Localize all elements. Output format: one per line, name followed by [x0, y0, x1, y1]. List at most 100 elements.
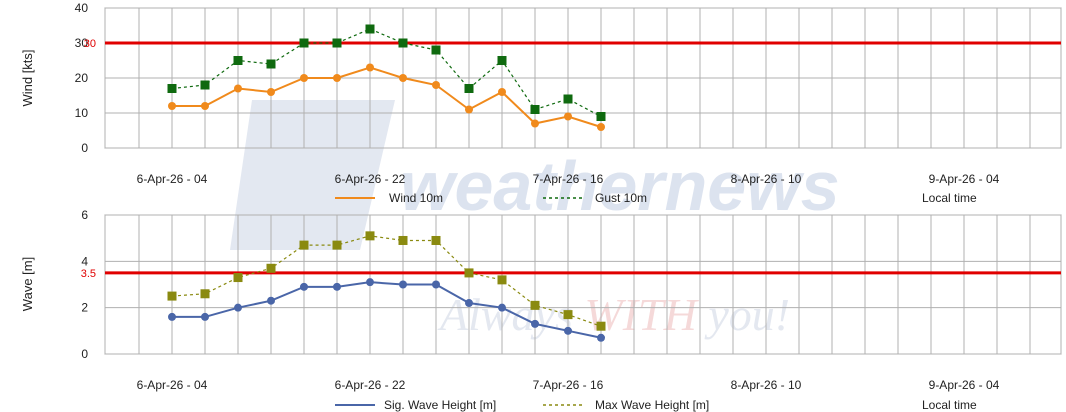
- data-point: [299, 240, 309, 250]
- legend-local-time: Local time: [922, 191, 977, 205]
- data-point: [464, 84, 474, 93]
- wind-x-ticks: 6-Apr-26 - 04 6-Apr-26 - 22 7-Apr-26 - 16 8…: [137, 172, 1000, 186]
- data-point: [399, 280, 407, 289]
- data-point: [465, 105, 473, 114]
- data-point: [266, 59, 276, 69]
- x-tick-label: 6-Apr-26 - 04: [137, 172, 208, 186]
- data-point: [465, 299, 473, 308]
- data-point: [498, 303, 506, 312]
- data-point: [431, 235, 441, 245]
- x-tick-label: 8-Apr-26 - 10: [731, 378, 802, 392]
- series-line-1: [172, 281, 602, 339]
- data-point: [201, 102, 209, 110]
- data-point: [596, 112, 606, 121]
- wind-chart: Wind [kts] 0 10 20 30 40 6-Apr-26 - 04 6-Apr-…: [20, 1, 1062, 205]
- data-point: [398, 38, 408, 48]
- data-point: [366, 278, 374, 287]
- y-tick-label: 4: [81, 254, 88, 268]
- data-point: [332, 38, 342, 48]
- data-point: [596, 321, 606, 331]
- data-point: [432, 280, 440, 289]
- x-tick-label: 7-Apr-26 - 16: [533, 172, 604, 186]
- data-point: [365, 231, 375, 241]
- data-point: [332, 240, 342, 250]
- wave-threshold: 3.5: [81, 268, 1061, 280]
- wave-y-axis-label: Wave [m]: [20, 257, 35, 311]
- data-point: [267, 296, 275, 305]
- data-point: [168, 102, 176, 110]
- data-point: [432, 81, 440, 89]
- y-tick-label: 10: [75, 106, 89, 120]
- legend-sig-wave-label: Sig. Wave Height [m]: [384, 398, 496, 412]
- data-point: [564, 326, 572, 335]
- x-tick-label: 8-Apr-26 - 10: [731, 172, 802, 186]
- data-point: [300, 282, 308, 291]
- data-point: [234, 84, 242, 93]
- wave-threshold-label: 3.5: [81, 268, 96, 280]
- data-point: [431, 45, 441, 55]
- y-tick-label: 2: [81, 301, 88, 315]
- data-point: [365, 24, 375, 34]
- data-point: [597, 123, 605, 131]
- y-tick-label: 0: [81, 141, 88, 155]
- data-point: [530, 105, 540, 114]
- wave-legend: Sig. Wave Height [m] Max Wave Height [m]…: [335, 398, 977, 412]
- y-tick-label: 30: [75, 36, 89, 50]
- y-tick-label: 6: [81, 208, 88, 222]
- x-tick-label: 7-Apr-26 - 16: [533, 378, 604, 392]
- legend-gust-label: Gust 10m: [595, 191, 647, 205]
- series-line-2: [171, 235, 602, 327]
- x-tick-label: 9-Apr-26 - 04: [929, 378, 1000, 392]
- data-point: [563, 310, 573, 320]
- x-tick-label: 6-Apr-26 - 04: [137, 378, 208, 392]
- wind-legend: Wind 10m Gust 10m Local time: [335, 191, 977, 205]
- watermark: weathernews Always WITH you!: [230, 100, 840, 340]
- data-point: [200, 80, 210, 90]
- legend-wind-label: Wind 10m: [389, 191, 443, 205]
- wave-y-ticks: 0 2 4 6: [81, 208, 88, 361]
- data-point: [498, 88, 506, 96]
- series-line-2: [171, 28, 602, 118]
- x-tick-label: 9-Apr-26 - 04: [929, 172, 1000, 186]
- data-point: [167, 291, 177, 301]
- data-point: [531, 119, 539, 128]
- wind-series: [167, 24, 606, 131]
- y-tick-label: 0: [81, 347, 88, 361]
- wind-threshold-label: 30: [84, 38, 96, 50]
- data-point: [299, 38, 309, 48]
- data-point: [366, 63, 374, 72]
- data-point: [464, 268, 474, 278]
- wind-y-ticks: 0 10 20 30 40: [75, 1, 89, 155]
- data-point: [201, 312, 209, 321]
- data-point: [200, 289, 210, 299]
- data-point: [564, 112, 572, 121]
- wind-threshold: 30: [84, 38, 1061, 50]
- y-tick-label: 20: [75, 71, 89, 85]
- data-point: [266, 263, 276, 273]
- data-point: [398, 235, 408, 245]
- data-point: [597, 333, 605, 342]
- data-point: [300, 74, 308, 82]
- data-point: [234, 303, 242, 312]
- wave-chart: Wave [m] 0 2 4 6 6-Apr-26 - 04 6-Apr-26 - 22…: [20, 208, 1062, 412]
- series-line-1: [172, 66, 602, 128]
- watermark-brand: weathernews: [400, 147, 840, 225]
- data-point: [333, 74, 341, 82]
- y-tick-label: 40: [75, 1, 89, 15]
- data-point: [497, 56, 507, 65]
- x-tick-label: 6-Apr-26 - 22: [335, 378, 406, 392]
- data-point: [168, 312, 176, 321]
- wave-grid: [104, 214, 1062, 355]
- legend-local-time-2: Local time: [922, 398, 977, 412]
- data-point: [563, 94, 573, 104]
- data-point: [233, 273, 243, 283]
- data-point: [531, 319, 539, 328]
- data-point: [399, 74, 407, 82]
- data-point: [233, 56, 243, 65]
- data-point: [530, 300, 540, 310]
- data-point: [333, 282, 341, 291]
- wave-series: [167, 231, 606, 342]
- data-point: [267, 88, 275, 96]
- wind-y-axis-label: Wind [kts]: [20, 49, 35, 106]
- legend-max-wave-label: Max Wave Height [m]: [595, 398, 709, 412]
